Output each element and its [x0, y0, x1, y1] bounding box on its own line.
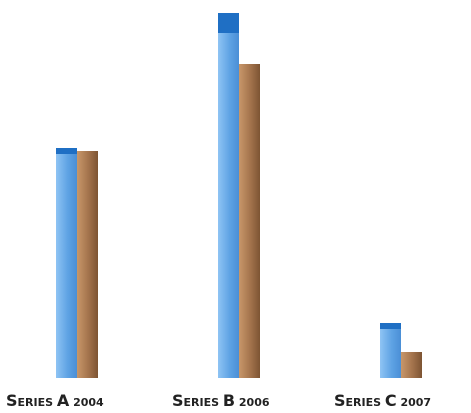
bar-series2-1 [77, 151, 98, 378]
bar-cap-series1-3 [380, 323, 401, 329]
bar-series2-2 [239, 64, 260, 378]
bar-series2-3 [401, 352, 422, 378]
bar-series1-2 [218, 13, 239, 378]
bar-cap-series1-2 [218, 13, 239, 33]
category-label-1: SERIES A 2004 [6, 391, 104, 410]
bar-series1-3 [380, 323, 401, 378]
category-labels: SERIES A 2004 SERIES B 2006 SERIES C 2007 [6, 391, 431, 410]
bar-cap-series1-1 [56, 148, 77, 154]
bars-group [56, 13, 422, 378]
category-label-3: SERIES C 2007 [334, 391, 431, 410]
category-label-2: SERIES B 2006 [172, 391, 270, 410]
bar-series1-1 [56, 148, 77, 378]
